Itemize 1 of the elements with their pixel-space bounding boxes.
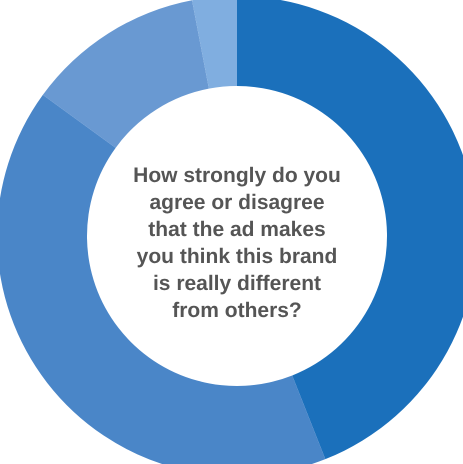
text: How strongly do you agree or disagree that the ad makes you think this brand is really different from others?: [133, 164, 341, 322]
